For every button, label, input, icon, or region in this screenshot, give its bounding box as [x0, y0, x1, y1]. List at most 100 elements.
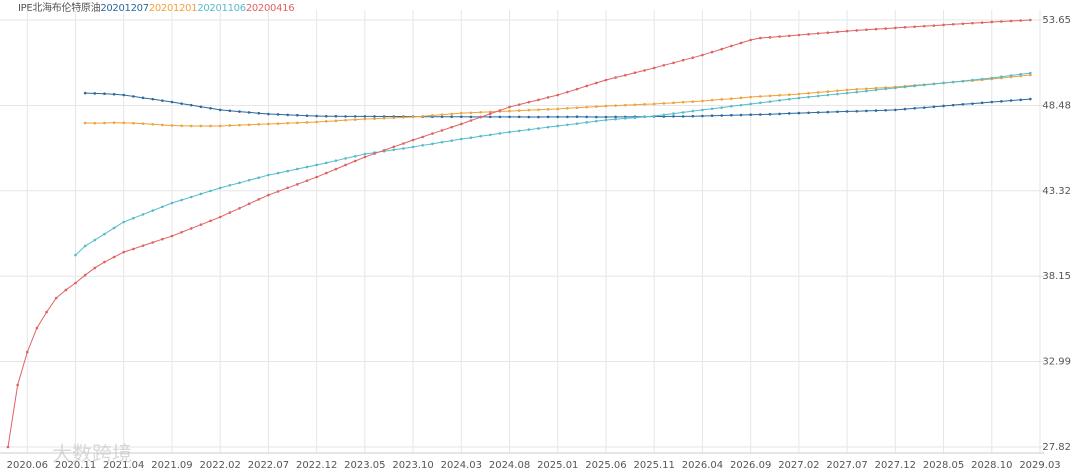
data-point	[990, 20, 994, 24]
data-point	[132, 95, 135, 98]
data-point	[296, 183, 299, 186]
data-point	[749, 113, 752, 117]
data-point	[199, 124, 203, 128]
data-point	[672, 101, 675, 105]
data-point	[392, 116, 396, 120]
data-point	[836, 30, 839, 34]
data-point	[180, 198, 183, 202]
data-point	[836, 110, 839, 114]
data-point	[884, 87, 887, 91]
data-point	[112, 226, 116, 230]
data-point	[942, 104, 945, 108]
chart-title: IPE北海布伦特原油	[18, 3, 101, 14]
data-point	[932, 82, 936, 86]
data-point	[460, 115, 463, 119]
legend-entry[interactable]: 20201106	[197, 3, 246, 14]
data-point	[855, 87, 859, 91]
x-tick-label: 2022.07	[248, 460, 289, 471]
data-point	[74, 281, 77, 285]
data-point	[951, 80, 955, 84]
data-point	[595, 115, 598, 119]
y-tick-label: 53.65	[1042, 15, 1071, 26]
data-point	[305, 165, 309, 169]
data-point	[575, 122, 579, 125]
data-point	[276, 171, 280, 175]
data-point	[546, 96, 550, 99]
data-point	[865, 89, 868, 93]
data-point	[527, 100, 531, 104]
data-point	[344, 118, 347, 122]
data-point	[836, 89, 839, 93]
legend-entry[interactable]: 20201207	[100, 3, 149, 14]
data-point	[363, 155, 367, 159]
data-point	[74, 253, 77, 257]
data-point	[710, 98, 714, 102]
data-point	[614, 76, 617, 79]
data-point	[681, 58, 685, 62]
data-point	[382, 116, 386, 120]
data-point	[681, 115, 685, 118]
data-point	[894, 108, 897, 112]
data-point	[218, 215, 222, 219]
data-point	[141, 122, 145, 125]
data-point	[730, 44, 733, 48]
data-point	[951, 22, 955, 26]
data-point	[170, 234, 174, 238]
data-point	[132, 216, 135, 220]
data-point	[691, 109, 695, 113]
data-point	[353, 118, 357, 121]
data-point	[922, 106, 926, 109]
x-tick-label: 2020.06	[7, 460, 48, 471]
x-tick-label: 2022.02	[200, 460, 241, 471]
data-point	[344, 115, 347, 118]
data-point	[1029, 71, 1032, 75]
data-point	[324, 120, 328, 123]
data-point	[498, 115, 502, 119]
data-point	[199, 105, 203, 109]
data-point	[296, 167, 299, 171]
data-point	[961, 103, 965, 106]
legend-entry[interactable]: 20200416	[245, 3, 295, 14]
data-point	[103, 121, 106, 125]
data-point	[614, 115, 617, 119]
data-point	[1019, 19, 1023, 22]
data-point	[807, 95, 810, 99]
y-tick-label: 48.48	[1042, 100, 1071, 111]
data-point	[768, 36, 772, 39]
data-point	[238, 123, 241, 127]
data-point	[199, 192, 203, 196]
data-point	[276, 113, 280, 116]
data-point	[662, 102, 666, 105]
data-point	[749, 95, 752, 99]
data-point	[826, 110, 830, 114]
data-point	[460, 111, 463, 115]
data-point	[517, 129, 521, 133]
data-point	[402, 147, 405, 150]
data-point	[93, 238, 97, 242]
data-point	[662, 63, 666, 67]
data-point	[305, 179, 309, 182]
data-point	[257, 198, 261, 201]
data-point	[508, 130, 511, 134]
data-point	[691, 100, 695, 103]
data-point	[450, 115, 453, 119]
data-point	[730, 104, 733, 108]
data-point	[296, 121, 299, 125]
data-point	[363, 117, 367, 121]
data-point	[903, 85, 907, 89]
data-point	[151, 241, 154, 244]
data-point	[392, 148, 396, 152]
legend-entry[interactable]: 20201201	[148, 3, 198, 14]
data-point	[238, 206, 241, 210]
data-point	[749, 102, 752, 106]
data-point	[730, 97, 733, 100]
data-point	[566, 123, 569, 127]
data-point	[440, 113, 444, 117]
data-point	[122, 220, 126, 224]
data-point	[373, 115, 376, 118]
data-point	[961, 22, 965, 26]
data-point	[633, 116, 637, 119]
data-point	[189, 227, 193, 230]
data-point	[913, 84, 916, 88]
